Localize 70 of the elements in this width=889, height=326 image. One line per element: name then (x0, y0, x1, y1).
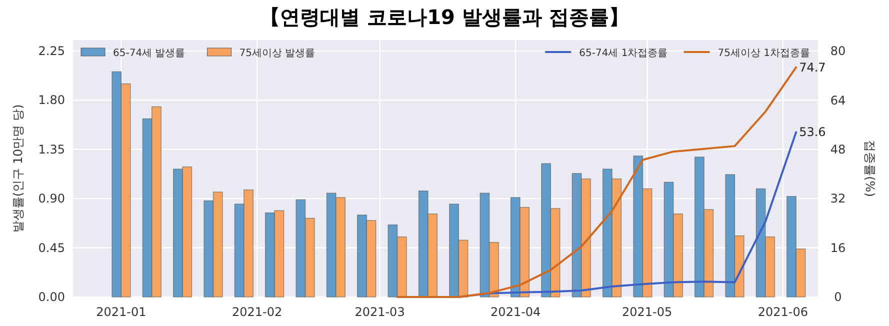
bar (428, 214, 438, 298)
bar (520, 207, 530, 298)
bar (489, 242, 499, 298)
legend-label: 75세이상 1차접종률 (718, 48, 810, 59)
bar (673, 214, 683, 298)
x-tick-label: 2021-04 (490, 305, 541, 319)
bar (173, 168, 183, 298)
bar (458, 240, 468, 298)
data-label: 53.6 (799, 125, 826, 140)
bar (765, 236, 775, 298)
x-tick-label: 2021-05 (622, 305, 672, 319)
y2-tick-label: 64 (830, 93, 846, 108)
bar (612, 178, 622, 298)
bar (326, 192, 336, 298)
bar (357, 214, 367, 298)
x-tick-label: 2021-06 (758, 305, 808, 319)
y2-tick-label: 80 (830, 44, 846, 58)
bar (366, 220, 376, 298)
bar (786, 196, 796, 298)
bar (664, 182, 674, 298)
y2-axis-title: 접종률(%) (863, 140, 877, 197)
bar (234, 204, 244, 298)
bar (120, 83, 131, 298)
bar (274, 210, 284, 298)
bar (418, 190, 428, 298)
bar (152, 106, 162, 298)
bar (396, 236, 407, 298)
bar (550, 208, 560, 298)
y-tick-label: 1.80 (38, 93, 65, 108)
bar (182, 166, 192, 298)
y2-tick-label: 0 (834, 290, 842, 304)
bar (704, 209, 714, 298)
bar (581, 178, 591, 298)
y2-tick-label: 32 (830, 192, 846, 206)
y-tick-label: 1.35 (38, 142, 65, 156)
bar (734, 235, 744, 298)
bar (212, 192, 223, 298)
chart-title: 【연령대별 코로나19 발생률과 접종률】 (260, 5, 629, 29)
legend-label: 75세이상 발생률 (239, 48, 316, 59)
bar (694, 156, 704, 298)
bar (296, 199, 306, 298)
legend-label: 65-74세 발생률 (113, 48, 186, 59)
bar (265, 212, 275, 298)
bar (480, 192, 490, 298)
bar (796, 248, 806, 298)
y-tick-label: 0.00 (38, 290, 65, 304)
legend-label: 65-74세 1차접종률 (579, 48, 668, 59)
y-axis-title: 발생률(인구 10만명 당) (11, 104, 25, 233)
bar (756, 188, 766, 298)
bar (204, 200, 214, 298)
x-tick-label: 2021-02 (232, 305, 282, 319)
bar (304, 218, 315, 298)
y-tick-label: 2.25 (38, 44, 65, 58)
bar (449, 204, 459, 298)
y-tick-label: 0.45 (38, 240, 65, 255)
bar (336, 197, 346, 298)
x-tick-label: 2021-03 (354, 305, 405, 319)
bar (142, 118, 152, 298)
bar (725, 174, 736, 298)
y2-tick-label: 48 (830, 142, 846, 156)
x-tick-label: 2021-01 (96, 305, 146, 319)
data-label: 74.7 (799, 60, 826, 74)
bar (541, 163, 551, 298)
bar (112, 71, 122, 298)
bar (642, 188, 652, 298)
bar (633, 156, 644, 298)
bar (244, 190, 254, 298)
y2-tick-label: 16 (830, 240, 846, 255)
y-tick-label: 0.90 (38, 192, 65, 206)
bar (388, 224, 398, 298)
